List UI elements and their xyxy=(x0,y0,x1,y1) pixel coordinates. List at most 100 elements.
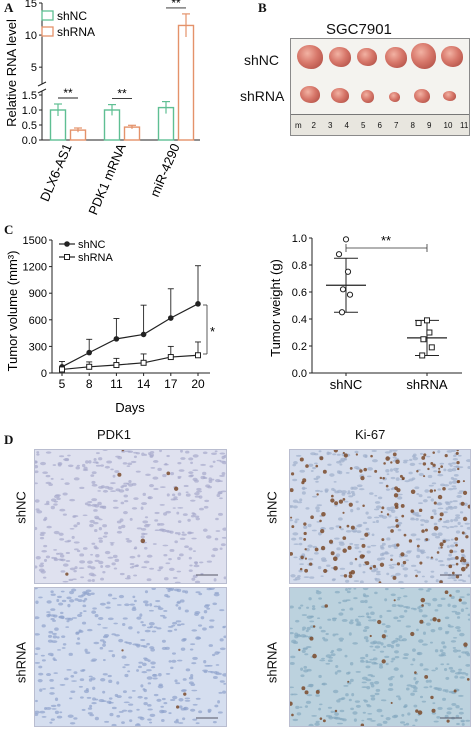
tumor-specimen xyxy=(300,86,320,103)
stained-nucleus xyxy=(174,486,179,491)
tissue-nucleus xyxy=(403,609,408,613)
tissue-nucleus xyxy=(301,486,306,491)
tissue-nucleus xyxy=(196,487,202,491)
tissue-nucleus xyxy=(58,602,64,606)
stained-nucleus xyxy=(446,719,450,723)
tissue-nucleus xyxy=(127,670,131,673)
tissue-nucleus xyxy=(46,500,50,505)
tissue-nucleus xyxy=(366,550,371,554)
tissue-nucleus xyxy=(136,616,142,620)
tissue-nucleus xyxy=(182,678,187,681)
tissue-nucleus xyxy=(397,528,402,532)
tissue-nucleus xyxy=(389,682,394,687)
tissue-nucleus xyxy=(433,522,438,526)
tissue-nucleus xyxy=(122,617,128,620)
stained-nucleus xyxy=(379,476,383,480)
tissue-nucleus xyxy=(111,723,117,726)
tissue-nucleus xyxy=(108,650,114,652)
tissue-nucleus xyxy=(175,603,179,607)
tissue-nucleus xyxy=(452,604,457,608)
stained-nucleus xyxy=(402,560,407,565)
tissue-nucleus xyxy=(326,564,331,567)
tissue-nucleus xyxy=(403,705,408,708)
tissue-nucleus xyxy=(124,577,131,580)
tissue-nucleus xyxy=(92,607,97,610)
tissue-nucleus xyxy=(167,629,173,633)
tissue-nucleus xyxy=(452,636,458,639)
tissue-nucleus xyxy=(35,464,39,469)
tissue-nucleus xyxy=(336,470,341,474)
tissue-nucleus xyxy=(143,560,150,564)
tissue-nucleus xyxy=(50,608,56,611)
tissue-nucleus xyxy=(166,454,170,458)
tissue-nucleus xyxy=(128,483,134,487)
tissue-nucleus xyxy=(137,665,143,669)
tissue-nucleus xyxy=(367,545,371,549)
tissue-nucleus xyxy=(452,458,459,461)
tissue-nucleus xyxy=(197,624,203,627)
tissue-nucleus xyxy=(465,607,469,610)
tissue-nucleus xyxy=(65,551,71,555)
tissue-nucleus xyxy=(385,488,390,491)
tissue-nucleus xyxy=(396,619,402,622)
tissue-nucleus xyxy=(453,525,458,528)
tissue-nucleus xyxy=(375,505,382,509)
tissue-nucleus xyxy=(160,705,164,708)
tissue-nucleus xyxy=(467,618,470,621)
tissue-nucleus xyxy=(111,706,117,710)
tissue-nucleus xyxy=(214,450,218,453)
stained-nucleus xyxy=(399,474,403,478)
tissue-nucleus xyxy=(76,522,81,525)
tissue-nucleus xyxy=(124,603,130,607)
tissue-nucleus xyxy=(452,649,459,653)
tissue-nucleus xyxy=(108,679,113,684)
tissue-nucleus xyxy=(292,532,299,536)
tissue-nucleus xyxy=(113,567,118,570)
stained-nucleus xyxy=(395,518,399,523)
tissue-nucleus xyxy=(451,703,457,706)
tissue-nucleus xyxy=(430,498,434,502)
tissue-nucleus xyxy=(427,588,432,591)
stained-nucleus xyxy=(461,566,466,572)
tissue-nucleus xyxy=(321,657,325,660)
weight-ytick-label: 0.4 xyxy=(292,314,307,326)
tissue-nucleus xyxy=(381,623,386,626)
tissue-nucleus xyxy=(90,553,94,556)
tissue-nucleus xyxy=(213,593,220,597)
tissue-nucleus xyxy=(179,553,184,557)
stained-nucleus xyxy=(401,478,405,481)
tissue-nucleus xyxy=(185,450,190,454)
tissue-nucleus xyxy=(129,517,133,521)
tissue-nucleus xyxy=(129,555,136,559)
stained-nucleus xyxy=(362,504,365,508)
tissue-nucleus xyxy=(81,594,86,597)
tissue-nucleus xyxy=(302,647,309,650)
tissue-nucleus xyxy=(309,576,315,579)
stained-nucleus xyxy=(315,690,320,694)
tissue-nucleus xyxy=(367,516,372,519)
tissue-nucleus xyxy=(293,556,298,559)
tissue-nucleus xyxy=(464,651,470,655)
tissue-nucleus xyxy=(309,620,315,623)
tissue-nucleus xyxy=(108,697,113,700)
tissue-nucleus xyxy=(79,486,85,490)
tumor-specimen xyxy=(329,47,351,67)
tissue-nucleus xyxy=(153,626,158,629)
tissue-nucleus xyxy=(384,451,391,454)
tissue-nucleus xyxy=(446,707,453,711)
tissue-nucleus xyxy=(397,598,401,601)
rna-ytick-label: 15 xyxy=(25,0,37,10)
tissue-nucleus xyxy=(106,460,113,464)
tissue-nucleus xyxy=(144,546,148,550)
tissue-nucleus xyxy=(182,717,186,721)
tissue-nucleus xyxy=(146,554,153,558)
tissue-nucleus xyxy=(123,663,130,666)
tissue-nucleus xyxy=(467,466,470,470)
tissue-nucleus xyxy=(94,515,100,519)
tissue-nucleus xyxy=(359,656,366,660)
tissue-nucleus xyxy=(35,699,38,703)
ruler-tick-label: 3 xyxy=(328,121,333,130)
tissue-nucleus xyxy=(385,716,391,721)
tissue-nucleus xyxy=(203,505,209,509)
tissue-nucleus xyxy=(443,520,447,524)
